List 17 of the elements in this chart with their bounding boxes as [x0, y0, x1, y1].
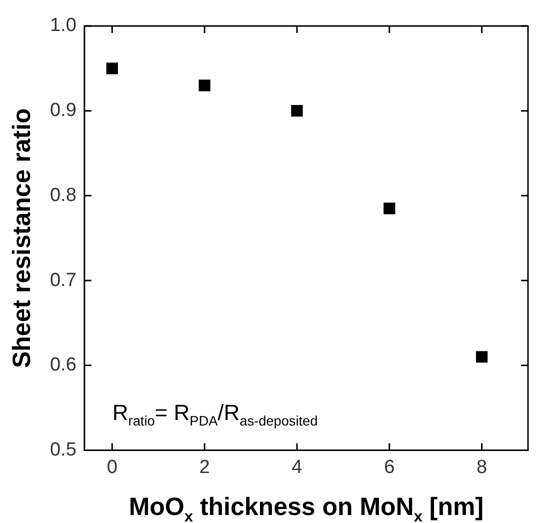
point [106, 62, 118, 74]
x-tick-label: 0 [106, 456, 118, 478]
point [291, 105, 303, 117]
x-tick-label: 4 [292, 456, 303, 478]
point [476, 351, 488, 363]
y-tick-label: 0.8 [50, 184, 76, 206]
x-tick-label: 6 [384, 456, 395, 478]
y-tick-label: 1.0 [50, 15, 76, 36]
x-tick-label: 2 [199, 456, 210, 478]
y-tick-label: 0.5 [50, 439, 76, 460]
x-tick-label: 8 [476, 456, 488, 478]
y-tick-label: 0.9 [50, 100, 76, 122]
y-tick-label: 0.7 [50, 270, 76, 291]
y-axis-title: Sheet resistance ratio [8, 108, 36, 368]
y-tick-label: 0.6 [50, 354, 76, 376]
point [198, 80, 210, 92]
point [384, 202, 396, 214]
